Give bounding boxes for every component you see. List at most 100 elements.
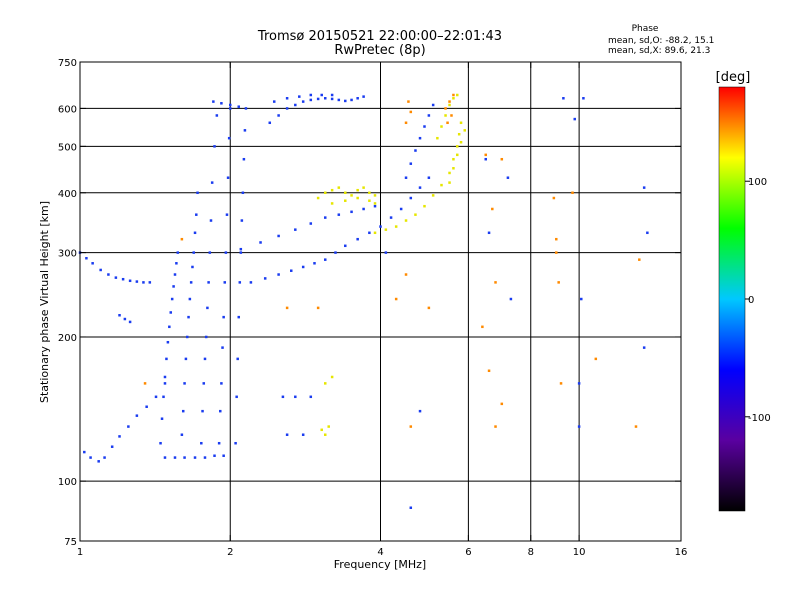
data-point — [356, 97, 359, 100]
data-point — [379, 225, 382, 228]
data-point — [114, 276, 118, 279]
data-point — [323, 382, 327, 385]
data-point — [159, 441, 162, 445]
data-point — [368, 231, 371, 235]
data-point — [344, 99, 347, 103]
y-axis: 75 100 200 300 400 500 600 750 — [58, 58, 681, 548]
data-point — [452, 93, 455, 97]
data-point — [83, 450, 86, 454]
x-tick-label: 16 — [675, 547, 688, 558]
data-point — [192, 251, 195, 254]
data-point — [330, 202, 334, 205]
data-point — [373, 231, 377, 235]
data-point — [452, 97, 455, 100]
data-point — [220, 382, 223, 385]
data-point — [452, 157, 455, 161]
data-point — [320, 93, 323, 97]
data-point — [316, 196, 320, 200]
data-point — [97, 460, 100, 463]
data-point — [373, 202, 377, 205]
data-point — [227, 136, 231, 140]
data-point — [166, 340, 170, 344]
data-point — [118, 435, 121, 438]
data-point — [487, 369, 491, 373]
data-point — [148, 281, 152, 284]
data-point — [459, 121, 463, 125]
colorbar-label: [deg] — [716, 70, 751, 85]
data-point — [356, 237, 359, 241]
data-points — [78, 93, 649, 509]
data-point — [316, 306, 320, 310]
data-point — [183, 456, 186, 459]
data-point — [173, 273, 177, 276]
data-point — [210, 181, 214, 184]
data-point — [127, 425, 130, 428]
data-point — [91, 262, 94, 265]
data-point — [277, 234, 280, 238]
data-point — [423, 204, 426, 208]
data-point — [350, 210, 353, 214]
data-point — [229, 107, 232, 110]
data-point — [301, 433, 305, 436]
data-point — [423, 125, 426, 128]
data-point — [362, 95, 365, 98]
data-point — [128, 320, 132, 324]
data-point — [427, 176, 431, 179]
data-point — [309, 395, 313, 399]
data-point — [431, 194, 435, 197]
colorbar-tick-label: -100 — [748, 413, 771, 424]
data-point — [557, 281, 560, 284]
data-point — [384, 251, 388, 254]
data-point — [202, 382, 206, 385]
data-point — [213, 454, 216, 457]
data-point — [244, 107, 248, 110]
data-point — [494, 281, 497, 284]
data-point — [481, 325, 484, 329]
data-point — [368, 199, 371, 202]
data-point — [456, 153, 459, 157]
data-point — [135, 414, 139, 417]
data-point — [646, 231, 649, 235]
data-point — [409, 196, 413, 200]
data-point — [184, 357, 188, 361]
data-point — [294, 395, 297, 399]
data-point — [268, 121, 272, 125]
data-point — [301, 265, 305, 269]
data-point — [330, 97, 334, 101]
data-point — [459, 140, 463, 144]
y-tick-label: 600 — [58, 104, 77, 115]
data-point — [259, 241, 262, 244]
data-point — [448, 181, 451, 184]
x-tick-label: 10 — [573, 547, 586, 558]
data-point — [118, 314, 121, 317]
data-point — [121, 277, 125, 281]
data-point — [204, 335, 208, 339]
data-point — [448, 103, 451, 107]
data-point — [185, 335, 189, 339]
data-point — [163, 456, 167, 459]
data-point — [206, 306, 209, 310]
data-point — [409, 162, 413, 165]
data-point — [154, 395, 158, 399]
data-point — [368, 191, 371, 195]
data-point — [356, 196, 359, 200]
data-point — [235, 395, 238, 399]
data-point — [290, 269, 293, 272]
data-point — [444, 107, 447, 110]
data-point — [440, 125, 443, 128]
data-point — [217, 441, 221, 445]
data-point — [309, 93, 313, 97]
data-point — [409, 425, 413, 428]
data-point — [175, 262, 178, 265]
data-point — [456, 93, 459, 97]
data-point — [573, 117, 576, 121]
data-point — [180, 433, 184, 436]
data-point — [242, 157, 246, 161]
data-point — [594, 357, 598, 361]
y-tick-label: 750 — [58, 58, 77, 69]
data-point — [457, 132, 461, 136]
data-point — [277, 273, 280, 276]
x-axis-label: Frequency [MHz] — [334, 558, 426, 571]
data-point — [241, 191, 245, 195]
